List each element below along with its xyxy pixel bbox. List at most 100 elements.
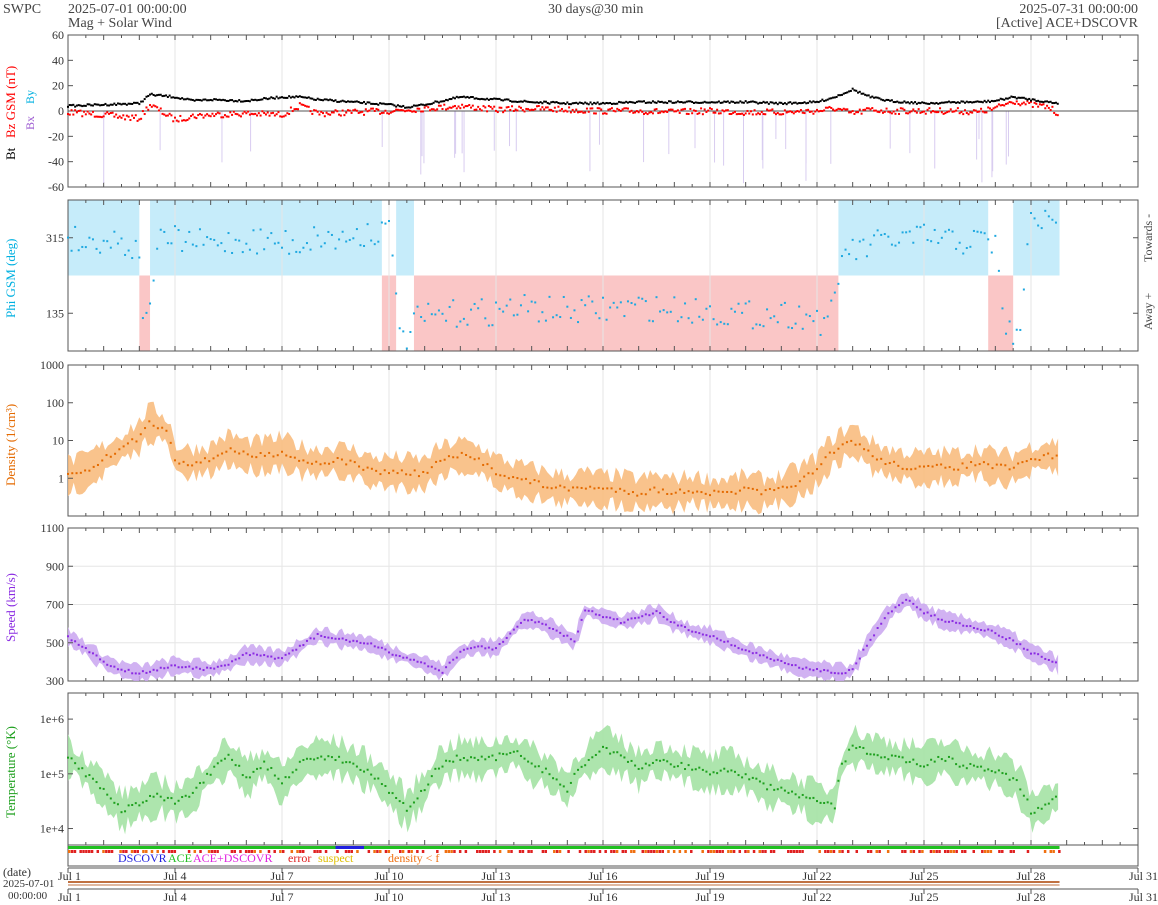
phi-point <box>487 324 490 327</box>
bt-point <box>748 101 751 104</box>
bt-point <box>239 100 242 103</box>
quality-flag <box>82 850 85 853</box>
bz-point <box>457 105 460 108</box>
phi-point <box>1015 328 1018 331</box>
phi-point <box>202 243 205 246</box>
temperature-point <box>302 759 305 762</box>
speed-point <box>758 654 761 657</box>
bt-point <box>978 100 981 103</box>
temperature-point <box>933 760 936 763</box>
temperature-point <box>744 773 747 776</box>
density-point <box>841 443 844 446</box>
bt-point <box>577 102 580 105</box>
bz-point <box>992 107 995 110</box>
density-point <box>465 453 468 456</box>
phi-point <box>159 228 162 231</box>
temperature-point <box>552 777 555 780</box>
bz-point <box>557 105 560 108</box>
bt-point <box>141 100 144 103</box>
bt-point <box>773 102 776 105</box>
phi-point <box>1044 209 1047 212</box>
phi-point <box>220 242 223 245</box>
phi-point <box>566 305 569 308</box>
speed-point <box>291 649 294 652</box>
bz-point <box>470 106 473 109</box>
phi-point <box>755 323 758 326</box>
date-tick-label: Jul 13 <box>481 869 510 883</box>
bz-point <box>662 111 665 114</box>
temperature-point <box>837 779 840 782</box>
phi-point <box>316 234 319 237</box>
bz-point <box>965 111 968 114</box>
phi-axis-label: Phi GSM (deg) <box>3 239 18 318</box>
bz-point <box>514 108 517 111</box>
density-point <box>563 486 566 489</box>
bz-point <box>575 108 578 111</box>
density-point <box>238 452 241 455</box>
bz-point <box>70 109 73 112</box>
quality-flag <box>133 850 137 853</box>
temperature-point <box>733 770 736 773</box>
temperature-point <box>833 807 836 810</box>
quality-flag <box>715 850 719 853</box>
bz-point <box>448 106 451 109</box>
density-point <box>845 441 848 444</box>
bz-point <box>582 111 585 114</box>
temperature-point <box>944 759 947 762</box>
bz-point <box>138 118 141 121</box>
speed-point <box>791 664 794 667</box>
bt-point <box>525 100 528 103</box>
density-point <box>208 460 211 463</box>
bz-point <box>77 109 80 112</box>
bz-point <box>899 107 902 110</box>
speed-point <box>220 664 223 667</box>
bz-point <box>819 109 822 112</box>
temperature-point <box>441 765 444 768</box>
phi-point <box>1054 221 1057 224</box>
temperature-point <box>855 747 858 750</box>
speed-point <box>741 648 744 651</box>
bt-point <box>951 101 954 104</box>
temperature-point <box>1022 794 1025 797</box>
bz-point <box>302 103 305 106</box>
bt-point <box>637 100 640 103</box>
quality-flag <box>136 850 139 853</box>
bz-point <box>106 111 109 114</box>
temperature-point <box>965 767 968 770</box>
bz-point <box>785 111 788 114</box>
temperature-point <box>295 768 298 771</box>
quality-flag <box>207 850 211 853</box>
bz-point <box>1033 101 1036 104</box>
density-point <box>109 455 112 458</box>
density-point <box>345 463 348 466</box>
density-point <box>242 450 245 453</box>
quality-flag <box>598 850 602 853</box>
bz-point <box>388 112 390 115</box>
phi-point <box>391 254 394 257</box>
bz-point <box>1054 113 1057 116</box>
bt-point <box>901 101 904 104</box>
density-point <box>704 492 707 495</box>
bz-point <box>325 111 328 114</box>
bt-point <box>839 94 842 97</box>
density-point <box>691 491 694 494</box>
temperature-point <box>473 756 476 759</box>
bz-point <box>380 111 383 114</box>
phi-point <box>341 230 344 233</box>
bt-point <box>120 103 123 106</box>
bt-point <box>215 98 218 101</box>
bt-point <box>272 97 275 100</box>
density-point <box>974 464 977 467</box>
bz-point <box>434 109 437 112</box>
date-tick-label: Jul 25 <box>909 890 938 904</box>
speed-point <box>962 624 965 627</box>
bz-point <box>928 107 931 110</box>
bt-point <box>671 101 674 104</box>
speed-point <box>890 610 893 613</box>
bt-point <box>109 103 112 106</box>
bt-point <box>1042 101 1045 104</box>
density-point <box>67 472 69 475</box>
bz-point <box>502 111 505 114</box>
density-point <box>738 489 741 492</box>
temperature-point <box>955 763 958 766</box>
